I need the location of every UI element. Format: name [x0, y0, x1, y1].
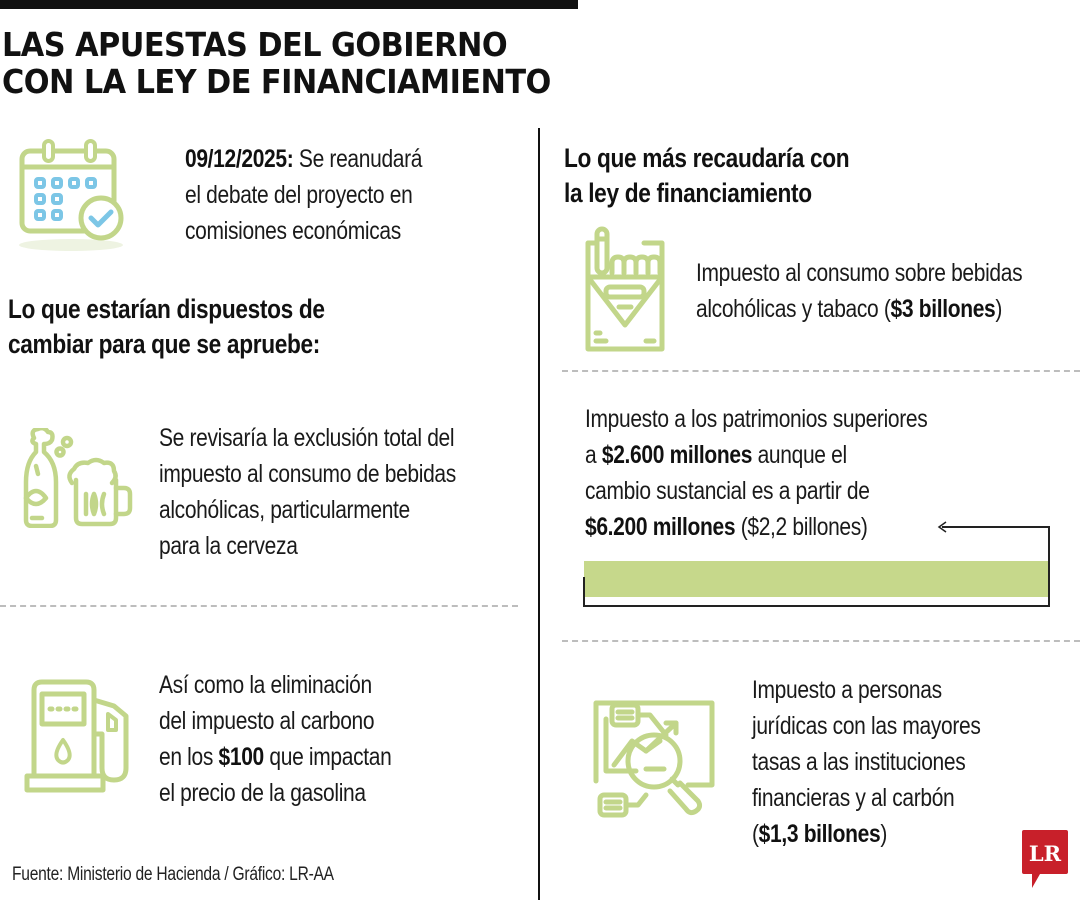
dashed-separator — [562, 370, 1080, 372]
carbon-tax-item-text: Así como la eliminación del impuesto al … — [159, 671, 392, 807]
dashed-separator — [562, 640, 1080, 642]
date-label: 09/12/2025: — [185, 145, 294, 173]
bracket-line — [1048, 526, 1050, 607]
title-line-1: LAS APUESTAS DEL GOBIERNO — [2, 25, 508, 64]
consumption-tax-item-text: Impuesto al consumo sobre bebidas alcohó… — [696, 259, 1023, 323]
alcohol-item-text: Se revisaría la exclusión total del impu… — [159, 424, 456, 560]
source-credit: Fuente: Ministerio de Hacienda / Gráfico… — [12, 864, 334, 885]
left-section-heading: Lo que estarían dispuestos de cambiar pa… — [8, 294, 325, 359]
dashed-separator — [0, 605, 518, 607]
gas-pump-icon — [24, 678, 136, 796]
lr-logo: LR — [1022, 830, 1068, 888]
title-line-2: CON LA LEY DE FINANCIAMIENTO — [2, 62, 551, 101]
calendar-check-icon — [14, 137, 128, 255]
column-divider — [538, 128, 540, 900]
date-item-text: 09/12/2025: Se reanudará el debate del p… — [185, 145, 423, 245]
wealth-tax-item-text: Impuesto a los patrimonios superiores a … — [585, 405, 928, 541]
right-section-heading: Lo que más recaudaría con la ley de fina… — [564, 143, 850, 208]
chart-magnifier-icon — [592, 695, 716, 819]
lr-logo-text: LR — [1029, 841, 1062, 866]
beer-bottle-mug-icon — [20, 428, 135, 528]
highlight-bar — [584, 561, 1049, 597]
bracket-line — [583, 605, 1050, 607]
page-title: LAS APUESTAS DEL GOBIERNO CON LA LEY DE … — [2, 26, 551, 100]
corporate-tax-item-text: Impuesto a personas jurídicas con las ma… — [752, 676, 981, 848]
top-rule — [0, 0, 578, 9]
arrow-left-icon — [936, 520, 950, 534]
bracket-line — [942, 526, 1050, 528]
bracket-line — [583, 577, 585, 607]
cigarette-pack-icon — [584, 225, 666, 355]
